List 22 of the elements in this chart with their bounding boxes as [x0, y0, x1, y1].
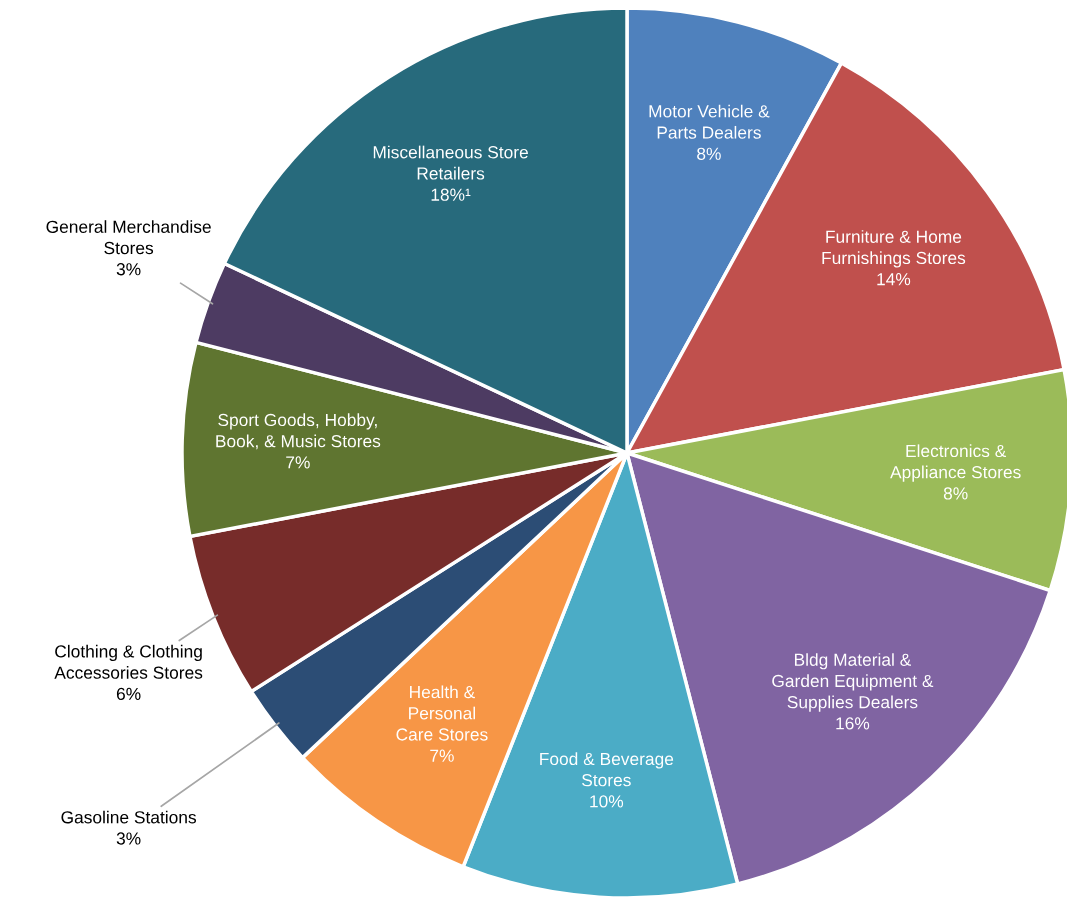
data-label: 14%: [877, 273, 911, 286]
slice-label: Electronics & Appliance Stores: [890, 444, 1021, 482]
data-label: 8%: [943, 487, 968, 500]
data-label: 10%: [590, 795, 624, 808]
slice-label: Motor Vehicle & Parts Dealers: [649, 104, 770, 139]
slice-label: Bldg Material & Garden Equipment & Supplies Dealers: [772, 653, 934, 712]
slice-label: Clothing & Clothing Accessories Stores: [54, 644, 203, 679]
data-label: 6%: [116, 687, 141, 701]
slice-label: Gasoline Stations: [61, 810, 197, 824]
data-label: 3%: [116, 832, 141, 845]
data-label: 7%: [430, 749, 454, 762]
data-label: 3%: [116, 263, 141, 276]
slice-label: General Merchandise Stores: [46, 220, 211, 255]
data-label: 18%¹: [431, 188, 471, 201]
slice-label: Miscellaneous Store Retailers: [373, 145, 528, 180]
data-label: 8%: [697, 147, 721, 160]
data-label: 7%: [286, 456, 310, 469]
slice-label: Health & Personal Care Stores: [396, 685, 488, 741]
slice-label: Sport Goods, Hobby, Book, & Music Stores: [216, 413, 381, 450]
data-label: 16%: [836, 717, 870, 730]
slice-label: Furniture & Home Furnishings Stores: [822, 230, 966, 268]
slice-label: Food & Beverage Stores: [540, 752, 674, 787]
